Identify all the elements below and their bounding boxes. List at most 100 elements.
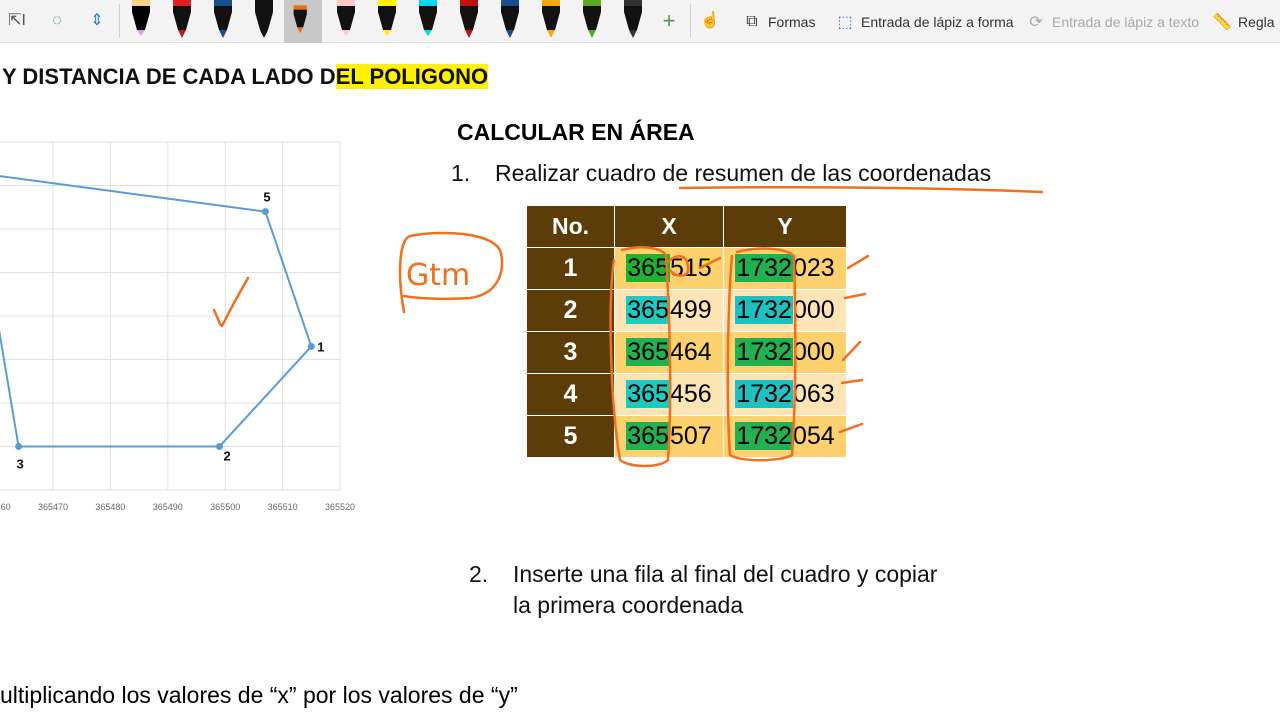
x-highlight: 365	[626, 380, 670, 408]
y-highlight: 1732	[735, 296, 793, 324]
ruler-button[interactable]: 📏 Regla	[1212, 0, 1275, 43]
text-select-icon[interactable]: ⇱I	[8, 12, 26, 29]
y-highlight: 1732	[735, 338, 793, 366]
cell-x: 365499	[614, 289, 724, 332]
ink-to-text-label: Entrada de lápiz a texto	[1052, 13, 1200, 30]
heading-text: Y DISTANCIA DE CADA LADO D	[2, 64, 336, 89]
header-y: Y	[723, 205, 847, 248]
x-rest: 499	[670, 296, 712, 324]
x-tick-label: 365490	[153, 502, 183, 512]
step-text-line2: la primera coordenada	[513, 592, 744, 618]
step-number: 1.	[451, 160, 471, 186]
pen-13[interactable]	[620, 0, 648, 40]
step-2: 2. Inserte una fila al final del cuadro y…	[469, 559, 937, 621]
gtm-circle	[398, 231, 504, 314]
header-x: X	[614, 205, 724, 248]
step-1: 1. Realizar cuadro de resumen de las coor…	[451, 160, 991, 187]
plus-icon[interactable]: +	[662, 8, 676, 33]
header-no: No.	[526, 205, 615, 248]
cell-no: 5	[526, 415, 615, 458]
x-highlight: 365	[626, 338, 670, 366]
cell-y: 1732063	[723, 373, 847, 416]
table-row: 2 365499 1732000	[526, 289, 847, 332]
point-label: 5	[263, 190, 270, 205]
pen-12[interactable]	[579, 0, 607, 40]
pen-8[interactable]	[415, 0, 443, 40]
data-point	[215, 443, 223, 450]
x-rest: 464	[670, 338, 712, 366]
formula-instruction-text: ultiplicando los valores de “x” por los …	[0, 682, 518, 708]
ink-to-shape-icon: ⬚	[837, 13, 853, 31]
underline-stroke	[678, 185, 1044, 194]
point-label: 2	[223, 449, 230, 464]
pen-9[interactable]	[456, 0, 484, 40]
ink-to-shape-button[interactable]: ⬚ Entrada de lápiz a forma	[835, 0, 1013, 43]
x-rest: 507	[670, 422, 712, 450]
cell-x: 365515	[614, 247, 724, 290]
table-row: 4 365456 1732063	[526, 373, 847, 416]
step-number: 2.	[469, 561, 489, 587]
data-point	[307, 342, 315, 350]
data-point	[15, 443, 23, 450]
y-highlight: 1732	[735, 380, 793, 408]
x-tick-label: 365500	[210, 502, 240, 512]
ink-toolbar: ⇱I ◌ ⇕ + ☝ ⧉ Formas ⬚ Entrada de lápiz a f…	[0, 0, 1280, 43]
cell-y: 1732000	[723, 331, 847, 374]
x-tick-label: 365510	[268, 502, 298, 512]
coordinates-table: No. X Y 1 365515 1732023 2 365499 1732000…	[526, 205, 847, 458]
shapes-button[interactable]: ⧉ Formas	[742, 0, 815, 43]
calc-title: CALCULAR EN ÁREA	[457, 119, 695, 145]
ink-to-text-icon: ⟳	[1029, 13, 1043, 31]
x-rest: 515	[670, 254, 712, 282]
point-label: 3	[17, 457, 24, 472]
point-label: 1	[317, 339, 324, 354]
table-row: 1 365515 1732023	[526, 247, 847, 290]
pen-2[interactable]	[169, 0, 197, 40]
section-heading: Y DISTANCIA DE CADA LADO DEL POLIGONO	[2, 64, 489, 90]
pen-10[interactable]	[497, 0, 525, 40]
x-highlight: 365	[626, 296, 670, 324]
touch-draw-icon[interactable]: ☝	[700, 12, 720, 29]
pen-7[interactable]	[374, 0, 402, 40]
insert-space-icon[interactable]: ⇕	[90, 12, 104, 29]
x-highlight: 365	[626, 422, 670, 450]
y-rest: 054	[792, 422, 835, 450]
x-tick-label: 365460	[0, 502, 11, 512]
shapes-label: Formas	[768, 13, 816, 30]
y-rest: 023	[792, 254, 835, 282]
data-point	[261, 208, 269, 216]
cell-no: 4	[526, 373, 615, 416]
pen-5-selected[interactable]	[284, 0, 322, 43]
y-rest: 000	[792, 296, 835, 324]
ruler-icon: 📏	[1212, 13, 1232, 31]
shapes-icon: ⧉	[746, 12, 758, 30]
cell-y: 1732023	[723, 247, 847, 290]
step-text: Realizar cuadro de resumen de las coorde…	[495, 160, 992, 186]
y-rest: 000	[792, 338, 835, 366]
ruler-label: Regla	[1238, 13, 1275, 30]
cell-no: 1	[526, 247, 615, 290]
cell-y: 1732054	[723, 415, 847, 458]
cell-no: 2	[526, 289, 615, 332]
heading-highlighted-text: EL POLIGONO	[335, 64, 489, 89]
x-rest: 456	[670, 380, 712, 408]
lasso-select-icon[interactable]: ◌	[52, 12, 62, 29]
pen-3[interactable]	[210, 0, 238, 40]
pen-6[interactable]	[333, 0, 361, 40]
cell-x: 365464	[614, 331, 724, 374]
step-text: Inserte una fila al final del cuadro y c…	[513, 561, 938, 587]
x-highlight: 365	[626, 254, 670, 282]
x-tick-label: 365470	[38, 502, 68, 512]
y-highlight: 1732	[735, 254, 793, 282]
gtm-annotation: Gtm	[406, 258, 470, 293]
pen-11[interactable]	[538, 0, 566, 40]
cell-no: 3	[526, 331, 615, 374]
x-tick-label: 365520	[325, 502, 355, 512]
table-row: 5 365507 1732054	[526, 415, 847, 458]
pen-4[interactable]	[251, 0, 279, 40]
pen-1[interactable]	[128, 0, 156, 40]
polygon-line	[0, 175, 313, 448]
y-rest: 063	[792, 380, 835, 408]
polygon-chart: 365460 365470 365480 365490 365500 365510 3655…	[0, 141, 355, 512]
ink-to-text-button[interactable]: ⟳ Entrada de lápiz a texto	[1026, 0, 1199, 43]
